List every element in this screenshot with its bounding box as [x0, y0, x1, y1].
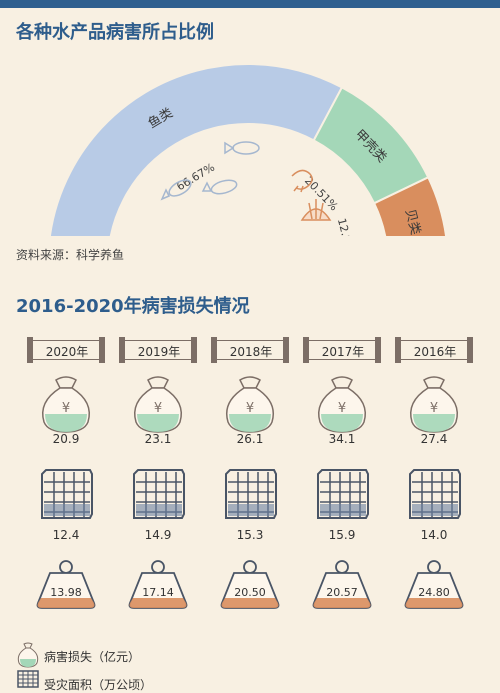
area-value: 15.9: [328, 528, 356, 542]
area-value: 14.0: [420, 528, 448, 542]
weight-value: 24.80: [418, 586, 450, 599]
weight-icon: [312, 560, 372, 609]
weight-value: 13.98: [50, 586, 82, 599]
donut-percent-label: 20.51%: [302, 174, 340, 213]
area-value: 12.4: [52, 528, 80, 542]
legend-label: 受灾面积（万公顷）: [44, 678, 153, 692]
year-label: 2018年: [229, 345, 273, 359]
section-title-losses: 2016-2020年病害损失情况: [16, 296, 250, 317]
loss-value: 34.1: [328, 432, 356, 446]
fish-icon: [160, 179, 192, 201]
fish-icon: [201, 179, 238, 195]
money-bag-icon: ¥: [410, 376, 458, 433]
year-label: 2019年: [137, 345, 181, 359]
loss-value: 23.1: [144, 432, 172, 446]
money-bag-icon: ¥: [318, 376, 366, 433]
year-label-frame: 2017年: [303, 337, 381, 363]
money-bag-icon: ¥: [134, 376, 182, 433]
weight-icon: [128, 560, 188, 609]
grid-panel-icon: [133, 469, 185, 519]
loss-value: 26.1: [236, 432, 264, 446]
donut-slice-0: [49, 63, 344, 236]
donut-category-label: 贝类: [402, 208, 423, 236]
svg-text:¥: ¥: [338, 401, 346, 416]
fish-icon: [224, 141, 260, 155]
donut-percent-label: 66.67%: [174, 161, 217, 194]
year-label-frame: 2019年: [119, 337, 197, 363]
year-label-frame: 2018年: [211, 337, 289, 363]
legend-item-loss: 病害损失（亿元）: [16, 642, 140, 671]
svg-text:¥: ¥: [62, 401, 70, 416]
weight-value: 20.50: [234, 586, 266, 599]
donut-percent-label: 12.82%: [335, 217, 358, 236]
grid-panel-icon: [225, 469, 277, 519]
year-label: 2020年: [45, 345, 89, 359]
svg-text:¥: ¥: [430, 401, 438, 416]
year-label-frame: 2016年: [395, 337, 473, 363]
weight-icon: [404, 560, 464, 609]
money-bag-icon: ¥: [226, 376, 274, 433]
loss-value: 27.4: [420, 432, 448, 446]
legend-item-area: 受灾面积（万公顷）: [16, 670, 152, 692]
source-note: 资料来源：科学养鱼: [16, 248, 125, 262]
money-bag-icon: [17, 642, 39, 668]
weight-value: 17.14: [142, 586, 174, 599]
shrimp-icon: [291, 169, 313, 193]
grid-panel-icon: [41, 469, 93, 519]
top-banner-strip: [0, 0, 500, 8]
year-label-frame: 2020年: [27, 337, 105, 363]
year-label: 2017年: [321, 345, 365, 359]
year-label: 2016年: [413, 345, 457, 359]
section-title-proportion: 各种水产品病害所占比例: [16, 22, 214, 43]
grid-panel-icon: [17, 670, 39, 688]
area-value: 15.3: [236, 528, 264, 542]
svg-text:¥: ¥: [246, 401, 254, 416]
shell-icon: [300, 199, 332, 221]
money-bag-icon: ¥: [42, 376, 90, 433]
weight-icon: [220, 560, 280, 609]
loss-value: 20.9: [52, 432, 80, 446]
svg-text:¥: ¥: [154, 401, 162, 416]
grid-panel-icon: [317, 469, 369, 519]
weight-icon: [36, 560, 96, 609]
weight-value: 20.57: [326, 586, 358, 599]
legend-label: 病害损失（亿元）: [44, 650, 141, 664]
grid-panel-icon: [409, 469, 461, 519]
donut-slice-2: [372, 175, 447, 236]
area-value: 14.9: [144, 528, 172, 542]
